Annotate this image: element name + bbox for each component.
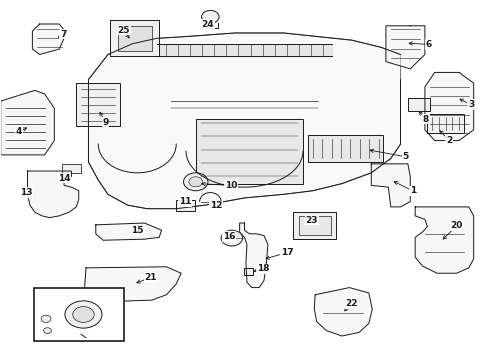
Polygon shape <box>88 33 400 209</box>
Bar <box>195 119 303 184</box>
Bar <box>176 200 194 211</box>
Text: 5: 5 <box>402 152 407 161</box>
Text: 25: 25 <box>117 26 129 35</box>
Text: 7: 7 <box>60 30 66 39</box>
Circle shape <box>43 328 51 333</box>
Text: 24: 24 <box>201 19 214 28</box>
Text: 6: 6 <box>425 40 431 49</box>
Polygon shape <box>239 223 267 288</box>
Text: 14: 14 <box>58 174 70 183</box>
Bar <box>118 26 152 51</box>
Text: 9: 9 <box>102 118 108 127</box>
Circle shape <box>41 315 51 322</box>
Text: 1: 1 <box>409 186 415 195</box>
Bar <box>243 268 253 275</box>
Text: 2: 2 <box>445 136 451 145</box>
Text: 4: 4 <box>16 127 22 136</box>
Text: 10: 10 <box>224 181 237 190</box>
Text: 11: 11 <box>179 197 191 206</box>
Text: 19: 19 <box>41 307 53 316</box>
Bar <box>307 135 383 162</box>
Polygon shape <box>314 288 371 336</box>
Circle shape <box>73 307 94 322</box>
Text: 16: 16 <box>222 232 235 241</box>
Circle shape <box>183 173 207 191</box>
Bar <box>110 21 159 56</box>
Bar <box>299 216 330 235</box>
Circle shape <box>188 177 202 187</box>
Polygon shape <box>27 171 79 218</box>
Polygon shape <box>96 223 161 240</box>
Text: 23: 23 <box>305 216 317 225</box>
Circle shape <box>65 301 102 328</box>
Bar <box>61 164 81 173</box>
Text: 15: 15 <box>131 226 143 235</box>
Polygon shape <box>385 26 424 69</box>
Polygon shape <box>414 207 473 273</box>
Text: 18: 18 <box>256 265 269 274</box>
Text: 12: 12 <box>209 201 222 210</box>
Circle shape <box>221 230 242 246</box>
Text: 8: 8 <box>422 114 428 123</box>
Bar <box>293 212 335 239</box>
Bar <box>76 83 120 126</box>
Polygon shape <box>424 72 473 140</box>
Polygon shape <box>370 164 409 207</box>
Polygon shape <box>84 267 181 302</box>
Circle shape <box>201 10 219 23</box>
Text: 3: 3 <box>467 100 473 109</box>
Text: 20: 20 <box>449 221 462 230</box>
Text: 17: 17 <box>281 248 293 257</box>
Polygon shape <box>0 90 54 155</box>
Text: 13: 13 <box>20 188 32 197</box>
Text: 21: 21 <box>144 273 157 282</box>
Bar <box>34 288 124 341</box>
Bar <box>427 114 463 134</box>
Bar <box>407 98 429 111</box>
Text: 22: 22 <box>345 299 357 308</box>
Polygon shape <box>32 24 66 54</box>
